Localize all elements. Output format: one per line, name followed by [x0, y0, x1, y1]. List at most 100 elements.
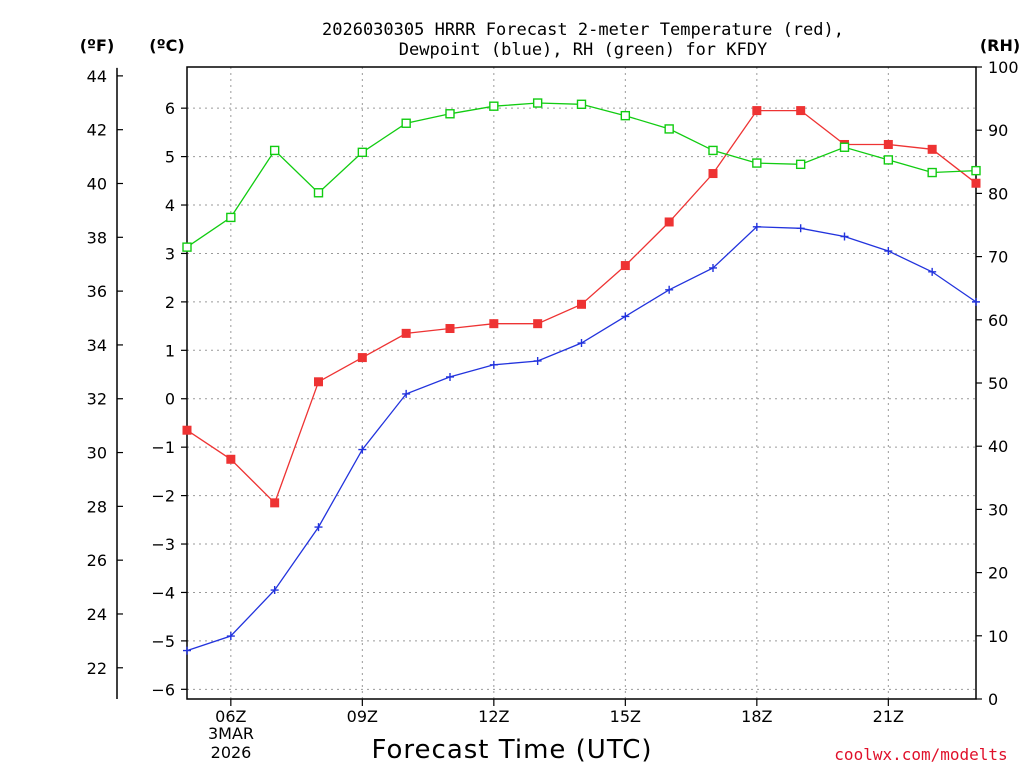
- temperature-point: [883, 139, 893, 149]
- celsius-tick-label: 0: [165, 390, 175, 409]
- dewpoint-point: [621, 312, 630, 321]
- celsius-tick-label: 6: [165, 99, 175, 118]
- rh-point: [445, 109, 455, 119]
- rh-point: [839, 142, 850, 152]
- dewpoint-point: [183, 646, 191, 655]
- rh-tick-label: 80: [988, 184, 1008, 203]
- x-tick-label: 12Z: [478, 707, 509, 726]
- celsius-tick-label: 2: [165, 293, 175, 312]
- x-tick-label: 21Z: [873, 707, 904, 726]
- temperature-point: [752, 106, 762, 116]
- celsius-tick-label: −4: [151, 583, 175, 602]
- dewpoint-point: [358, 445, 367, 454]
- rh-tick-label: 70: [988, 248, 1008, 267]
- chart-title-line2: Dewpoint (blue), RH (green) for KFDY: [399, 40, 767, 60]
- x-tick-label: 15Z: [610, 707, 641, 726]
- rh-point: [226, 212, 236, 223]
- x-tick-label: 09Z: [347, 707, 378, 726]
- temperature-point: [226, 454, 236, 464]
- celsius-tick-label: −6: [151, 680, 175, 699]
- rh-tick-label: 30: [988, 500, 1008, 519]
- temperature-point: [445, 324, 455, 334]
- temperature-point: [314, 377, 323, 387]
- celsius-tick-label: −2: [151, 487, 175, 506]
- celsius-tick-label: 1: [165, 341, 175, 360]
- temperature-point: [270, 498, 280, 508]
- dewpoint-point: [446, 372, 454, 381]
- dewpoint-point: [752, 222, 761, 231]
- date-label-year: 2026: [211, 743, 252, 762]
- rh-point: [795, 159, 806, 170]
- dewpoint-point: [489, 360, 498, 369]
- rh-tick-label: 50: [988, 374, 1008, 393]
- x-tick-label: 06Z: [215, 707, 246, 726]
- rh-tick-label: 40: [988, 437, 1008, 456]
- rh-point: [971, 165, 981, 176]
- rh-point: [883, 155, 894, 165]
- dewpoint-point: [972, 297, 980, 306]
- celsius-unit-label: (ºC): [149, 36, 184, 55]
- temperature-point: [620, 261, 630, 271]
- temperature-point: [664, 217, 674, 227]
- temperature-point: [533, 319, 543, 329]
- rh-point: [182, 242, 192, 252]
- celsius-tick-label: −1: [151, 438, 175, 457]
- x-axis-title: Forecast Time (UTC): [371, 735, 652, 765]
- dewpoint-line: [186, 226, 977, 652]
- celsius-tick-label: 5: [165, 148, 175, 167]
- data-series: [182, 98, 981, 655]
- celsius-tick-label: 4: [165, 196, 175, 215]
- rh-tick-label: 100: [988, 58, 1019, 77]
- rh-point: [401, 118, 411, 128]
- dewpoint-point: [884, 247, 893, 256]
- celsius-tick-label: −3: [151, 535, 175, 554]
- dewpoint-point: [796, 224, 805, 233]
- fahrenheit-tick-label: 42: [87, 121, 107, 140]
- chart-title-line1: 2026030305 HRRR Forecast 2-meter Tempera…: [322, 20, 844, 40]
- temperature-point: [708, 169, 718, 179]
- temperature-point: [182, 425, 192, 435]
- temperature-point: [401, 328, 411, 338]
- rh-point: [927, 167, 937, 178]
- fahrenheit-tick-label: 30: [87, 444, 107, 463]
- rh-point: [576, 99, 587, 109]
- date-label-month: 3MAR: [208, 724, 254, 743]
- rh-point: [708, 145, 718, 156]
- dewpoint-point: [402, 389, 411, 398]
- temperature-point: [971, 178, 981, 188]
- temperature-point: [796, 106, 806, 116]
- rh-tick-label: 0: [988, 690, 998, 709]
- fahrenheit-tick-label: 32: [87, 390, 107, 409]
- rh-tick-label: 60: [988, 311, 1008, 330]
- dewpoint-point: [533, 356, 542, 365]
- rh-point: [269, 145, 280, 156]
- fahrenheit-tick-label: 26: [87, 551, 107, 570]
- rh-line: [186, 102, 977, 248]
- rh-series: [182, 98, 981, 252]
- dewpoint-point: [709, 263, 717, 272]
- rh-tick-label: 20: [988, 564, 1008, 583]
- fahrenheit-tick-label: 22: [87, 659, 107, 678]
- dewpoint-series: [183, 222, 980, 655]
- fahrenheit-tick-label: 34: [87, 336, 107, 355]
- rh-tick-label: 90: [988, 121, 1008, 140]
- celsius-tick-label: −5: [151, 632, 175, 651]
- dewpoint-point: [665, 285, 674, 294]
- fahrenheit-tick-label: 38: [87, 228, 107, 247]
- rh-point: [313, 188, 324, 198]
- rh-point: [664, 124, 674, 134]
- rh-point: [752, 158, 762, 168]
- rh-point: [357, 147, 368, 158]
- dewpoint-point: [840, 232, 849, 241]
- fahrenheit-tick-label: 40: [87, 174, 107, 193]
- fahrenheit-unit-label: (ºF): [80, 36, 115, 55]
- fahrenheit-tick-label: 36: [87, 282, 107, 301]
- gridlines: [187, 67, 976, 699]
- x-tick-label: 18Z: [741, 707, 772, 726]
- dewpoint-point: [270, 586, 279, 595]
- rh-unit-label: (RH): [980, 36, 1020, 55]
- rh-tick-label: 10: [988, 627, 1008, 646]
- credit-text: coolwx.com/modelts: [834, 745, 1007, 764]
- temperature-point: [357, 353, 367, 363]
